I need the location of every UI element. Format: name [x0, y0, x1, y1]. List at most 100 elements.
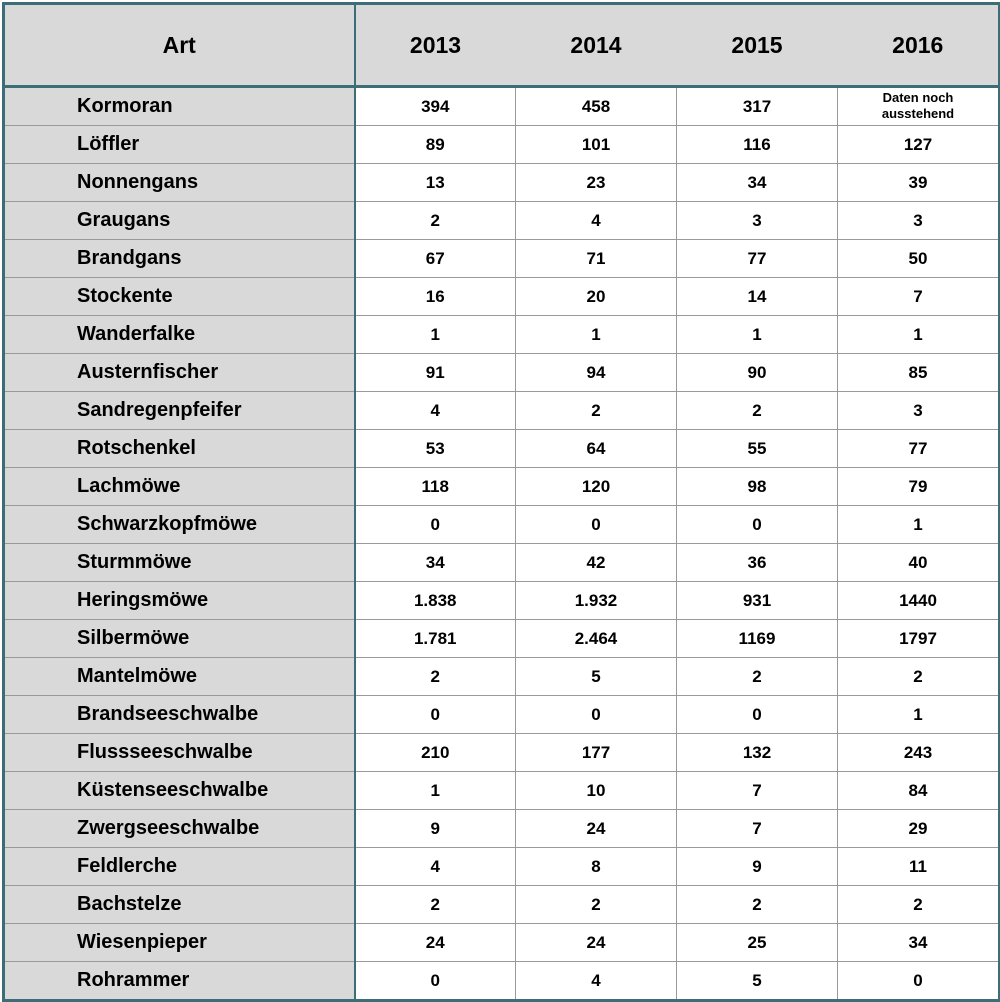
count-cell: 85	[837, 353, 1000, 392]
count-cell: 13	[354, 163, 516, 202]
count-cell: 5	[515, 657, 677, 696]
species-cell: Mantelmöwe	[3, 657, 356, 696]
count-cell: 4	[354, 847, 516, 886]
count-cell: 0	[676, 695, 838, 734]
species-cell: Brandseeschwalbe	[3, 695, 356, 734]
count-cell: 0	[354, 695, 516, 734]
species-cell: Stockente	[3, 277, 356, 316]
count-cell: 1	[837, 315, 1000, 354]
table-row: Rohrammer 0 4 5 0	[3, 961, 1000, 1001]
count-cell: 34	[676, 163, 838, 202]
count-cell: 98	[676, 467, 838, 506]
header-year: 2013	[354, 3, 516, 88]
count-cell: 132	[676, 733, 838, 772]
count-cell: 90	[676, 353, 838, 392]
count-cell: 1	[354, 315, 516, 354]
count-cell: 42	[515, 543, 677, 582]
species-cell: Wiesenpieper	[3, 923, 356, 962]
species-cell: Austernfischer	[3, 353, 356, 392]
species-cell: Sturmmöwe	[3, 543, 356, 582]
count-cell: Daten noch ausstehend	[837, 86, 1000, 126]
count-cell: 79	[837, 467, 1000, 506]
count-cell: 23	[515, 163, 677, 202]
table-row: Heringsmöwe 1.838 1.932 931 1440	[3, 581, 1000, 620]
count-cell: 177	[515, 733, 677, 772]
count-cell: 24	[354, 923, 516, 962]
species-cell: Wanderfalke	[3, 315, 356, 354]
count-cell: 1.932	[515, 581, 677, 620]
count-cell: 1	[676, 315, 838, 354]
count-cell: 127	[837, 125, 1000, 164]
count-cell: 77	[837, 429, 1000, 468]
species-cell: Nonnengans	[3, 163, 356, 202]
header-year: 2016	[837, 3, 1000, 88]
count-cell: 16	[354, 277, 516, 316]
species-cell: Küstenseeschwalbe	[3, 771, 356, 810]
species-cell: Rohrammer	[3, 961, 356, 1001]
table-row: Stockente 16 20 14 7	[3, 277, 1000, 316]
table-row: Sandregenpfeifer 4 2 2 3	[3, 391, 1000, 430]
table-row: Schwarzkopfmöwe 0 0 0 1	[3, 505, 1000, 544]
count-cell: 1797	[837, 619, 1000, 658]
count-cell: 210	[354, 733, 516, 772]
table-row: Lachmöwe 118 120 98 79	[3, 467, 1000, 506]
species-cell: Brandgans	[3, 239, 356, 278]
count-cell: 2	[837, 885, 1000, 924]
count-cell: 1.781	[354, 619, 516, 658]
count-cell: 53	[354, 429, 516, 468]
table-row: Nonnengans 13 23 34 39	[3, 163, 1000, 202]
table-row: Zwergseeschwalbe 9 24 7 29	[3, 809, 1000, 848]
count-cell: 9	[676, 847, 838, 886]
header-row: Art 2013 2014 2015 2016	[3, 3, 1000, 88]
count-cell: 24	[515, 809, 677, 848]
count-cell: 458	[515, 86, 677, 126]
count-cell: 89	[354, 125, 516, 164]
table-row: Wiesenpieper 24 24 25 34	[3, 923, 1000, 962]
count-cell: 39	[837, 163, 1000, 202]
count-cell: 2.464	[515, 619, 677, 658]
count-cell: 118	[354, 467, 516, 506]
count-cell: 9	[354, 809, 516, 848]
count-cell: 2	[676, 885, 838, 924]
count-cell: 8	[515, 847, 677, 886]
species-cell: Schwarzkopfmöwe	[3, 505, 356, 544]
species-cell: Zwergseeschwalbe	[3, 809, 356, 848]
count-cell: 0	[837, 961, 1000, 1001]
count-cell: 2	[354, 885, 516, 924]
count-cell: 24	[515, 923, 677, 962]
count-cell: 7	[837, 277, 1000, 316]
count-cell: 71	[515, 239, 677, 278]
count-cell: 34	[354, 543, 516, 582]
count-cell: 3	[676, 201, 838, 240]
count-cell: 84	[837, 771, 1000, 810]
table-row: Rotschenkel 53 64 55 77	[3, 429, 1000, 468]
count-cell: 1440	[837, 581, 1000, 620]
header-year: 2015	[676, 3, 838, 88]
count-cell: 1169	[676, 619, 838, 658]
table-row: Brandseeschwalbe 0 0 0 1	[3, 695, 1000, 734]
count-cell: 67	[354, 239, 516, 278]
count-cell: 14	[676, 277, 838, 316]
count-cell: 0	[676, 505, 838, 544]
table-body: Kormoran 394 458 317 Daten noch ausstehend Lö…	[3, 86, 1000, 1001]
count-cell: 77	[676, 239, 838, 278]
count-cell: 36	[676, 543, 838, 582]
count-cell: 64	[515, 429, 677, 468]
count-cell: 25	[676, 923, 838, 962]
table-row: Silbermöwe 1.781 2.464 1169 1797	[3, 619, 1000, 658]
table-row: Löffler 89 101 116 127	[3, 125, 1000, 164]
count-cell: 40	[837, 543, 1000, 582]
table-row: Graugans 2 4 3 3	[3, 201, 1000, 240]
count-cell: 931	[676, 581, 838, 620]
table-row: Mantelmöwe 2 5 2 2	[3, 657, 1000, 696]
count-cell: 120	[515, 467, 677, 506]
count-cell: 2	[354, 657, 516, 696]
count-cell: 101	[515, 125, 677, 164]
count-cell: 2	[515, 391, 677, 430]
count-cell: 116	[676, 125, 838, 164]
count-cell: 34	[837, 923, 1000, 962]
species-cell: Bachstelze	[3, 885, 356, 924]
header-year: 2014	[515, 3, 677, 88]
